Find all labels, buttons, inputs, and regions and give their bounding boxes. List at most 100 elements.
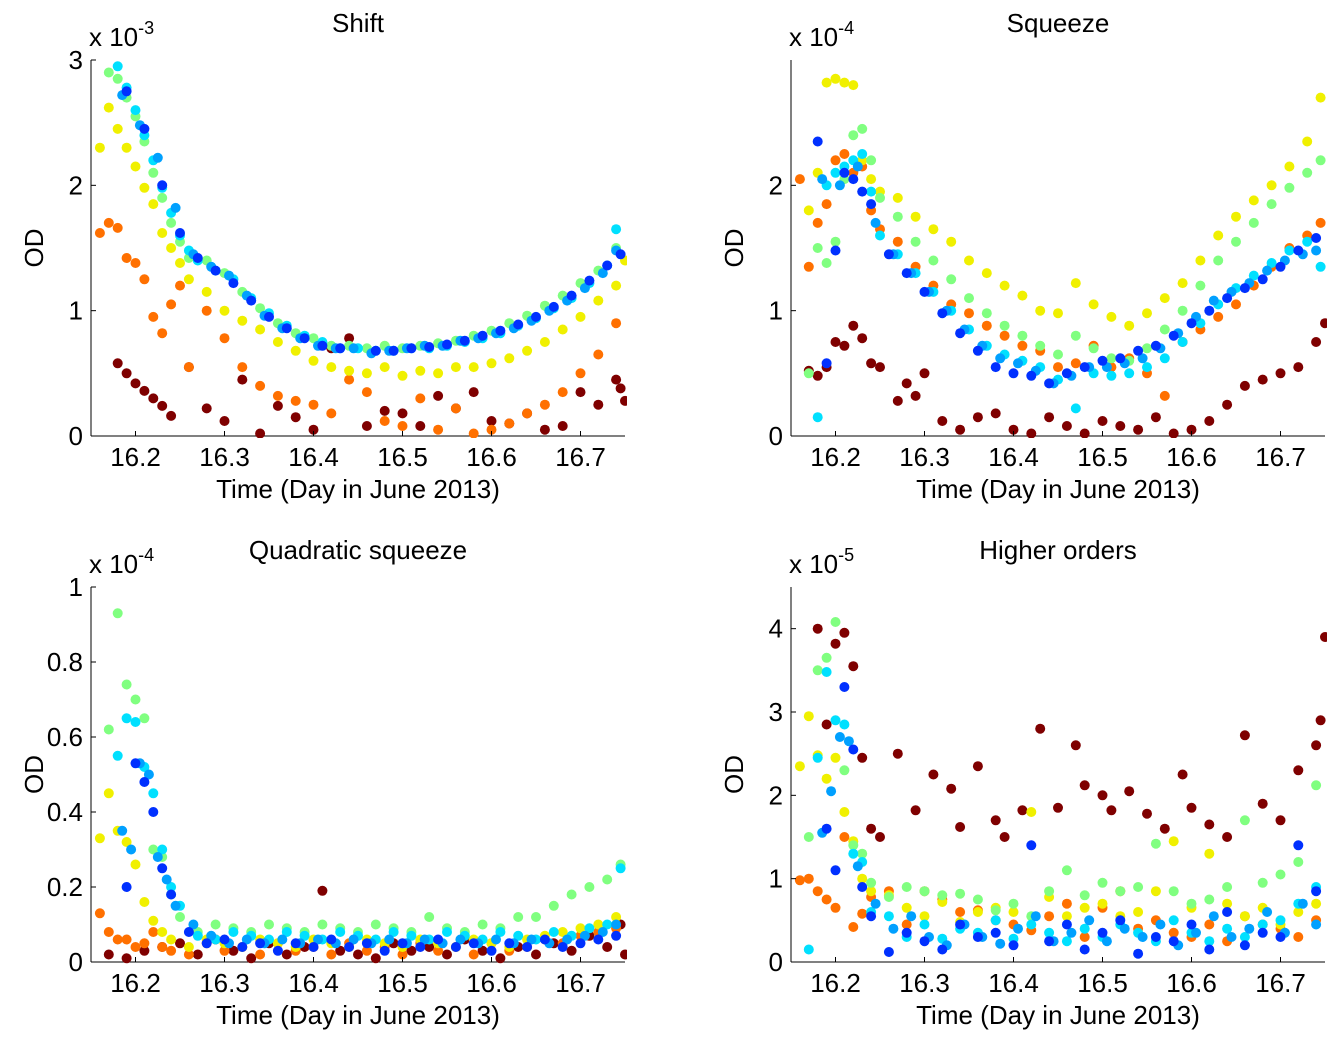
axis-exponent: x 10-3 [89,18,154,52]
data-point [183,942,194,952]
y-axis-label: OD [719,229,749,268]
data-point [803,261,814,272]
y-axis-label: OD [719,755,749,794]
data-point [848,922,859,932]
x-tick-label: 16.2 [810,442,861,472]
data-point [143,769,154,780]
data-point [834,732,845,742]
data-point [901,268,912,279]
data-point [839,832,850,842]
data-point [821,719,832,730]
data-point [812,217,823,228]
data-point [955,424,966,435]
data-point [919,368,930,379]
data-point [830,245,841,256]
data-point [1066,927,1077,938]
data-point [1142,343,1152,354]
data-point [830,236,841,247]
data-point [910,236,921,247]
data-point [139,713,150,724]
x-tick-label: 16.6 [1166,968,1217,998]
data-point [326,362,337,373]
data-point [794,174,805,185]
data-point [522,408,533,419]
data-point [839,719,850,730]
data-point [326,934,337,945]
x-tick-label: 16.2 [110,968,161,998]
data-point [157,400,168,411]
data-point [112,61,123,72]
data-point [130,717,141,727]
data-point [1222,293,1233,304]
x-tick-label: 16.7 [555,442,606,472]
data-point [112,608,123,619]
data-point [875,230,885,241]
data-point [803,205,814,216]
data-point [866,823,877,834]
data-point [999,832,1010,842]
data-point [852,161,863,172]
y-tick-label: 0 [69,947,83,977]
data-point [1142,362,1152,373]
data-point [335,945,346,956]
data-point [1275,368,1286,379]
data-point [919,911,930,922]
data-point [1311,919,1322,930]
data-point [1101,936,1112,947]
data-point [839,167,850,178]
data-point [406,930,417,941]
data-point [1315,217,1326,228]
data-point [157,328,168,339]
data-point [857,882,868,892]
x-axis-label: Time (Day in June 2013) [916,1000,1200,1030]
data-point [344,365,355,376]
data-point [593,934,604,945]
y-tick-label: 1 [769,864,783,894]
data-point [892,748,903,759]
data-point [584,275,595,286]
data-point [130,378,141,389]
data-point [255,938,266,949]
data-point [522,345,533,356]
data-point [839,682,850,692]
data-point [981,308,992,319]
data-point [1302,236,1313,247]
data-point [117,825,128,836]
y-tick-label: 1 [69,296,83,326]
data-point [148,167,159,178]
data-point [397,370,408,381]
data-point [192,930,203,941]
data-point [175,938,185,949]
data-point [843,736,854,747]
data-point [919,919,930,930]
data-point [955,919,966,930]
data-point [955,907,966,917]
data-point [866,199,877,210]
data-point [1061,911,1072,922]
data-point [201,305,212,316]
data-point [1137,353,1148,364]
data-point [1213,230,1224,241]
data-point [1226,932,1237,942]
data-point [1177,337,1188,347]
data-point [175,280,185,291]
data-point [1070,358,1081,369]
data-point [972,345,983,356]
data-point [495,953,506,964]
data-point [424,912,435,922]
data-point [121,86,132,97]
data-point [584,882,595,892]
data-point [611,930,622,941]
x-axis-label: Time (Day in June 2013) [916,474,1200,504]
data-point [170,202,181,213]
data-point [94,833,105,844]
data-point [593,295,604,306]
data-point [1155,919,1166,930]
data-point [219,333,230,344]
axis-exponent-power: -4 [138,545,154,565]
x-tick-label: 16.4 [288,442,339,472]
data-point [370,345,381,356]
data-point [1275,869,1286,880]
data-point [255,324,266,335]
data-point [477,330,488,341]
